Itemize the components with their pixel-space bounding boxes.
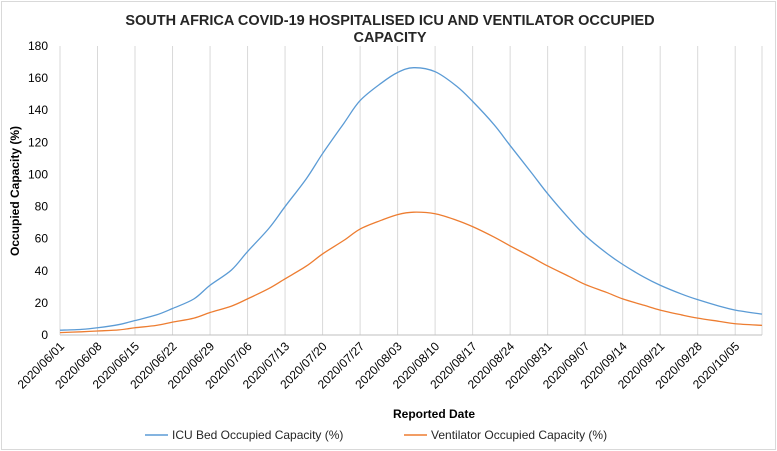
y-axis-ticks: 0 20 40 60 80 100 120 140 160 180 <box>28 39 48 342</box>
y-tick-label: 180 <box>28 39 48 53</box>
y-tick-label: 40 <box>35 264 49 278</box>
y-tick-label: 80 <box>35 200 49 214</box>
x-axis-title: Reported Date <box>393 407 475 421</box>
y-axis-title: Occupied Capacity (%) <box>8 126 22 256</box>
chart-title-line-2: CAPACITY <box>353 30 426 46</box>
y-tick-label: 140 <box>28 103 48 117</box>
y-tick-label: 120 <box>28 135 48 149</box>
gridlines <box>59 46 763 335</box>
y-tick-label: 60 <box>35 232 49 246</box>
x-axis-ticks: 2020/06/012020/06/082020/06/152020/06/22… <box>15 339 743 392</box>
y-tick-label: 20 <box>35 296 49 310</box>
series-line-icu <box>59 67 763 331</box>
y-tick-label: 0 <box>41 328 48 342</box>
legend-label-ventilator: Ventilator Occupied Capacity (%) <box>431 428 607 442</box>
series-line-ventilator <box>59 211 763 334</box>
y-tick-label: 160 <box>28 71 48 85</box>
series-lines <box>59 67 763 334</box>
legend: ICU Bed Occupied Capacity (%) Ventilator… <box>145 428 607 442</box>
chart-title-line-1: SOUTH AFRICA COVID-19 HOSPITALISED ICU A… <box>125 13 654 29</box>
y-tick-label: 100 <box>28 167 48 181</box>
legend-label-icu: ICU Bed Occupied Capacity (%) <box>172 428 343 442</box>
